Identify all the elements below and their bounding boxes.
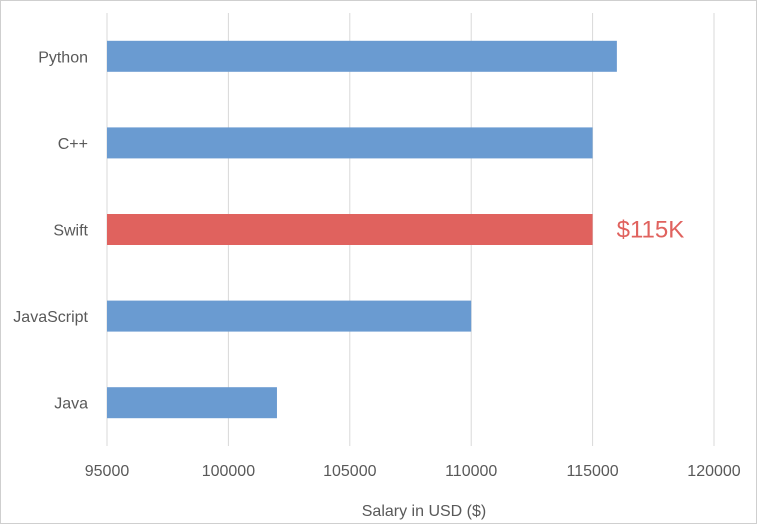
x-tick-labels: 95000 100000 105000 110000 115000 120000 [85,463,741,480]
category-label-4: Java [54,396,88,413]
category-label-2: Swift [53,223,88,240]
x-tick-label-0: 95000 [85,463,130,480]
category-label-0: Python [38,49,88,66]
bars [107,40,617,419]
x-tick-label-4: 115000 [566,463,618,480]
bar-python [107,40,617,72]
x-tick-label-3: 110000 [445,463,497,480]
x-axis-title: Salary in USD ($) [362,503,486,520]
bar-swift [107,214,593,245]
category-label-3: JavaScript [13,309,88,326]
bar-java [107,387,277,419]
bar-javascript [107,300,472,332]
category-label-1: C++ [58,136,88,153]
x-tick-label-5: 120000 [687,463,740,480]
x-tick-label-2: 105000 [323,463,376,480]
bar-c [107,127,593,159]
x-tick-label-1: 100000 [202,463,255,480]
category-labels: Python C++ Swift JavaScript Java [13,49,88,412]
highlight-data-label: $115K [617,217,685,244]
